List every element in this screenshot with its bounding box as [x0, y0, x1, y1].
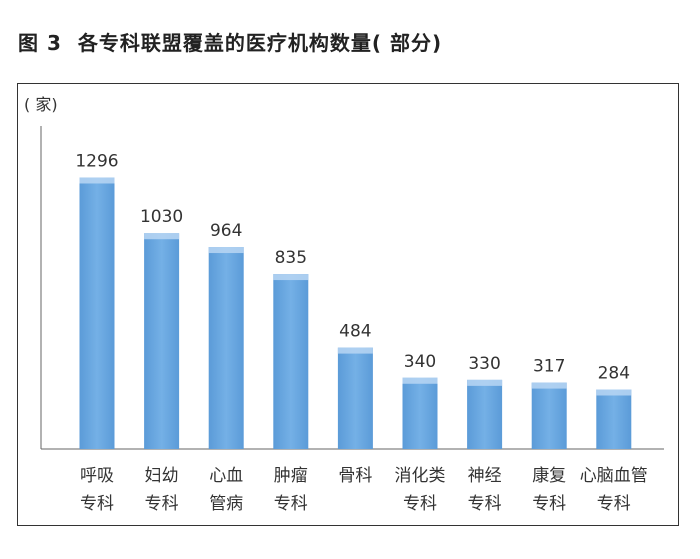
bar-1 [79, 177, 115, 449]
bar-2 [144, 233, 180, 449]
bar-6 [402, 377, 438, 449]
figure-title: 图 3 各专科联盟覆盖的医疗机构数量( 部分) [18, 27, 442, 56]
category-label-8-line-2: 专科 [532, 494, 566, 514]
bar-8 [531, 382, 567, 449]
data-label-6: 340 [404, 352, 436, 372]
bar-4 [273, 274, 309, 449]
category-label-8-line-1: 康复 [532, 466, 566, 486]
bar-5 [337, 347, 373, 449]
chart-frame [17, 83, 679, 526]
data-label-4: 835 [275, 248, 307, 268]
category-label-3-line-1: 心血 [209, 466, 243, 486]
category-label-4-line-2: 专科 [274, 494, 308, 514]
category-label-2-line-1: 妇幼 [145, 466, 179, 486]
bar-highlight-4 [273, 274, 309, 281]
bar-3 [208, 247, 244, 449]
category-label-7-line-2: 专科 [468, 494, 502, 514]
y-axis-unit-label: ( 家) [24, 95, 58, 114]
bar-9 [596, 389, 632, 449]
data-label-3: 964 [210, 221, 242, 241]
category-label-7-line-1: 神经 [468, 466, 502, 486]
bar-highlight-6 [402, 377, 438, 384]
category-label-4-line-1: 肿瘤 [274, 466, 308, 486]
bar-7 [467, 379, 503, 449]
bar-highlight-1 [79, 177, 115, 184]
category-label-1-line-2: 专科 [80, 494, 114, 514]
data-label-7: 330 [468, 354, 500, 374]
bar-highlight-5 [337, 347, 373, 354]
bar-highlight-2 [144, 233, 180, 240]
figure-title-text: 各专科联盟覆盖的医疗机构数量( 部分) [77, 31, 443, 55]
category-label-6-line-2: 专科 [403, 494, 437, 514]
bar-highlight-9 [596, 389, 632, 396]
bar-highlight-3 [208, 247, 244, 254]
bar-highlight-7 [467, 379, 503, 386]
category-label-5-line-1: 骨科 [338, 466, 372, 486]
category-label-1-line-1: 呼吸 [80, 466, 114, 486]
category-label-9-line-2: 专科 [597, 494, 631, 514]
data-label-1: 1296 [75, 151, 118, 171]
category-label-9-line-1: 心脑血管 [580, 466, 648, 486]
category-label-2-line-2: 专科 [145, 494, 179, 514]
category-label-3-line-2: 管病 [209, 494, 243, 514]
data-label-9: 284 [598, 364, 630, 384]
bar-highlight-8 [531, 382, 567, 389]
figure-number: 图 3 [18, 31, 62, 55]
data-label-5: 484 [339, 322, 371, 342]
data-label-8: 317 [533, 357, 565, 377]
category-label-6-line-1: 消化类 [395, 466, 446, 486]
data-label-2: 1030 [140, 207, 183, 227]
